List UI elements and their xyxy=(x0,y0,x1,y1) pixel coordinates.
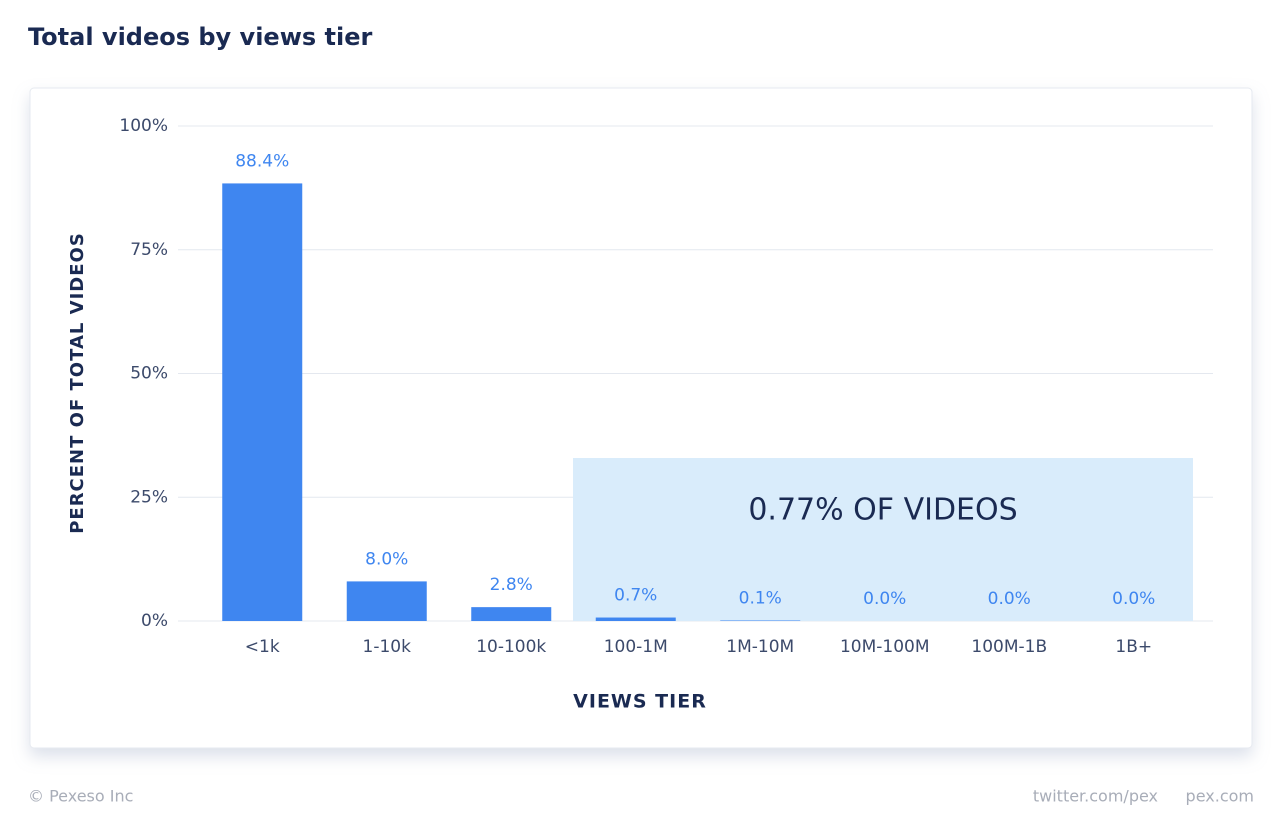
annotation: 0.77% OF VIDEOS xyxy=(748,493,1017,528)
x-tick-label: 1-10k xyxy=(363,637,412,657)
x-tick-label: 10M-100M xyxy=(840,637,930,657)
x-tick-label: 1M-10M xyxy=(726,637,794,657)
y-tick-label: 100% xyxy=(119,116,168,136)
value-label: 0.7% xyxy=(614,586,657,606)
bar xyxy=(471,607,551,621)
x-tick-label: 10-100k xyxy=(476,637,546,657)
y-tick-label: 75% xyxy=(130,240,168,260)
x-tick-label: 1B+ xyxy=(1115,637,1152,657)
value-label: 0.0% xyxy=(863,589,906,609)
footer-link: pex.com xyxy=(1186,787,1254,806)
footer-left: © Pexeso Inc xyxy=(28,787,133,806)
x-tick-label: 100M-1B xyxy=(971,637,1047,657)
y-axis-label: PERCENT OF TOTAL VIDEOS xyxy=(67,232,88,534)
value-label: 2.8% xyxy=(490,575,533,595)
value-label: 0.0% xyxy=(988,589,1031,609)
y-tick-label: 0% xyxy=(141,611,168,631)
value-label: 0.0% xyxy=(1112,589,1155,609)
chart-title: Total videos by views tier xyxy=(28,23,372,51)
footer-link: twitter.com/pex xyxy=(1033,787,1158,806)
y-tick-label: 50% xyxy=(130,364,168,384)
value-label: 0.1% xyxy=(739,589,782,609)
bar xyxy=(596,618,676,621)
value-label: 88.4% xyxy=(235,151,289,171)
x-tick-label: <1k xyxy=(245,637,280,657)
bar xyxy=(347,581,427,621)
x-axis-label: VIEWS TIER xyxy=(573,691,707,713)
x-tick-label: 100-1M xyxy=(604,637,668,657)
bar xyxy=(222,183,302,621)
value-label: 8.0% xyxy=(365,549,408,569)
y-tick-label: 25% xyxy=(130,487,168,507)
